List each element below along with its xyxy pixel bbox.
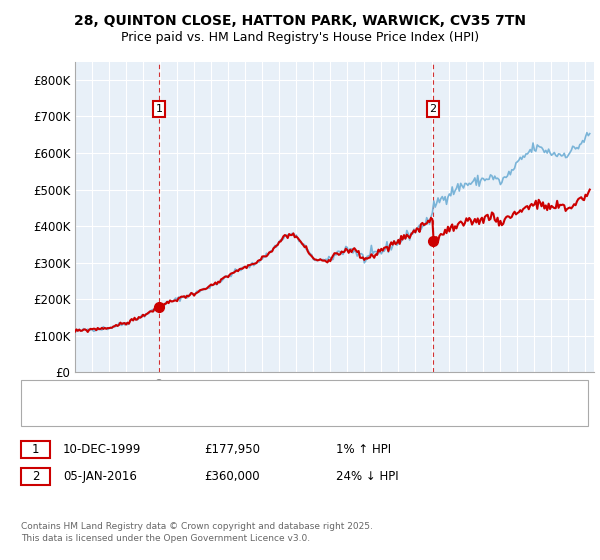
Text: 24% ↓ HPI: 24% ↓ HPI [336, 470, 398, 483]
Text: 1: 1 [155, 104, 163, 114]
Text: 1: 1 [32, 442, 39, 456]
Text: 28, QUINTON CLOSE, HATTON PARK, WARWICK, CV35 7TN: 28, QUINTON CLOSE, HATTON PARK, WARWICK,… [74, 14, 526, 28]
Text: 10-DEC-1999: 10-DEC-1999 [63, 442, 142, 456]
Text: Price paid vs. HM Land Registry's House Price Index (HPI): Price paid vs. HM Land Registry's House … [121, 31, 479, 44]
Text: Contains HM Land Registry data © Crown copyright and database right 2025.
This d: Contains HM Land Registry data © Crown c… [21, 522, 373, 543]
Text: 1% ↑ HPI: 1% ↑ HPI [336, 442, 391, 456]
Text: 05-JAN-2016: 05-JAN-2016 [63, 470, 137, 483]
Text: 2: 2 [32, 470, 39, 483]
Text: 2: 2 [430, 104, 437, 114]
Text: 28, QUINTON CLOSE, HATTON PARK, WARWICK, CV35 7TN (detached house): 28, QUINTON CLOSE, HATTON PARK, WARWICK,… [72, 386, 488, 396]
Text: £177,950: £177,950 [204, 442, 260, 456]
Text: £360,000: £360,000 [204, 470, 260, 483]
Text: HPI: Average price, detached house, Warwick: HPI: Average price, detached house, Warw… [72, 408, 320, 418]
